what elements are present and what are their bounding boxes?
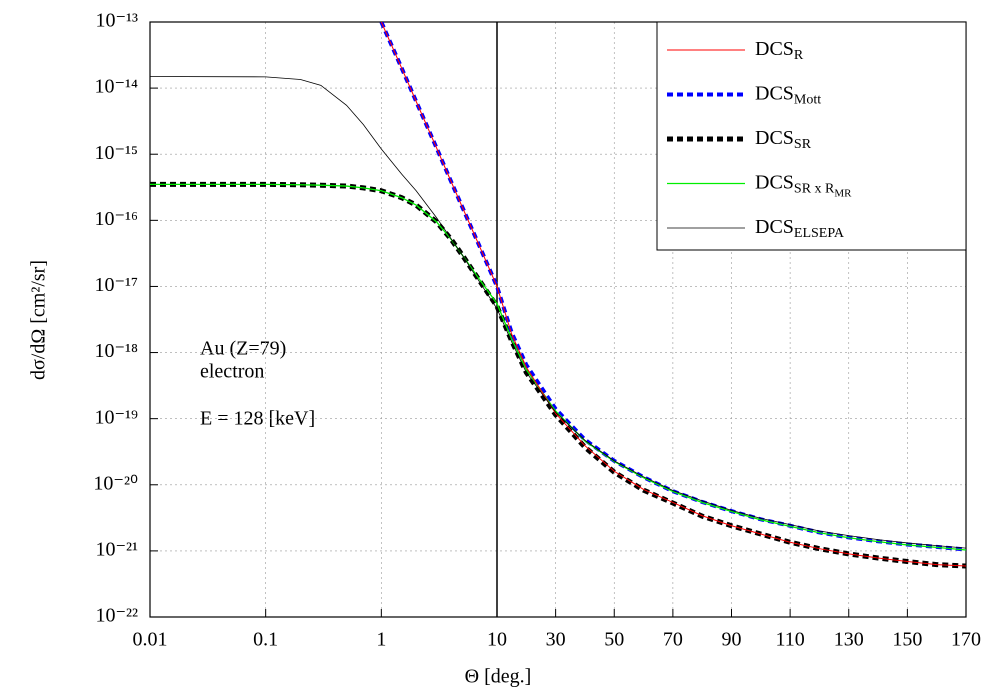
- x-axis-label: Θ [deg.]: [465, 666, 532, 688]
- annotation: E = 128 [keV]: [200, 408, 315, 430]
- y-tick-label: 10⁻¹⁷: [94, 274, 138, 296]
- annotation: Au (Z=79): [200, 338, 286, 360]
- legend-label: DCSSR: [755, 127, 812, 153]
- x-tick-label: 170: [951, 629, 981, 651]
- legend-subscript: Mott: [794, 93, 821, 108]
- plot-frame: [149, 21, 967, 618]
- x-tick-label: 130: [834, 629, 864, 651]
- y-tick-label: 10⁻¹⁸: [94, 340, 138, 362]
- y-tick-label: 10⁻²⁰: [93, 472, 138, 494]
- y-tick-label: 10⁻¹⁹: [94, 406, 138, 428]
- y-tick-label: 10⁻¹³: [95, 10, 138, 32]
- legend-subscript: ELSEPA: [794, 226, 845, 241]
- y-tick-label: 10⁻¹⁵: [94, 142, 138, 164]
- legend-name: DCS: [755, 82, 794, 104]
- legend-name: DCS: [755, 171, 794, 193]
- x-tick-label: 90: [722, 629, 742, 651]
- x-tick-label: 70: [663, 629, 683, 651]
- legend-subsubscript: MR: [834, 187, 852, 199]
- y-tick-label: 10⁻²²: [95, 605, 138, 627]
- x-tick-label: 150: [892, 629, 922, 651]
- legend-name: DCS: [755, 127, 794, 149]
- legend-label: DCSR: [755, 38, 804, 64]
- x-tick-label: 0.1: [253, 629, 278, 651]
- x-tick-label: 110: [775, 629, 804, 651]
- x-tick-label: 50: [604, 629, 624, 651]
- x-tick-label: 0.01: [133, 629, 168, 651]
- data-line: [150, 183, 966, 551]
- legend-name: DCS: [755, 216, 794, 238]
- legend-name: DCS: [755, 38, 794, 60]
- y-axis-label: dσ/dΩ [cm²/sr]: [28, 260, 50, 380]
- legend-label: DCSELSEPA: [755, 216, 845, 242]
- legend-subscript: R: [794, 48, 804, 63]
- y-tick-label: 10⁻²¹: [95, 538, 138, 560]
- legend-label: DCSSR x RMR: [755, 171, 852, 199]
- legend-subscript: SR x R: [794, 182, 835, 197]
- legend-subscript: SR: [794, 137, 812, 152]
- y-tick-label: 10⁻¹⁴: [94, 76, 138, 98]
- legend-box: [656, 21, 967, 251]
- annotation: electron: [200, 361, 264, 383]
- plot-area: [150, 22, 966, 569]
- data-line: [150, 76, 966, 549]
- data-line: [380, 22, 966, 567]
- legend-label: DCSMott: [755, 82, 821, 108]
- x-tick-label: 10: [487, 629, 507, 651]
- x-tick-label: 1: [376, 629, 386, 651]
- y-tick-label: 10⁻¹⁶: [94, 208, 138, 230]
- x-tick-label: 30: [546, 629, 566, 651]
